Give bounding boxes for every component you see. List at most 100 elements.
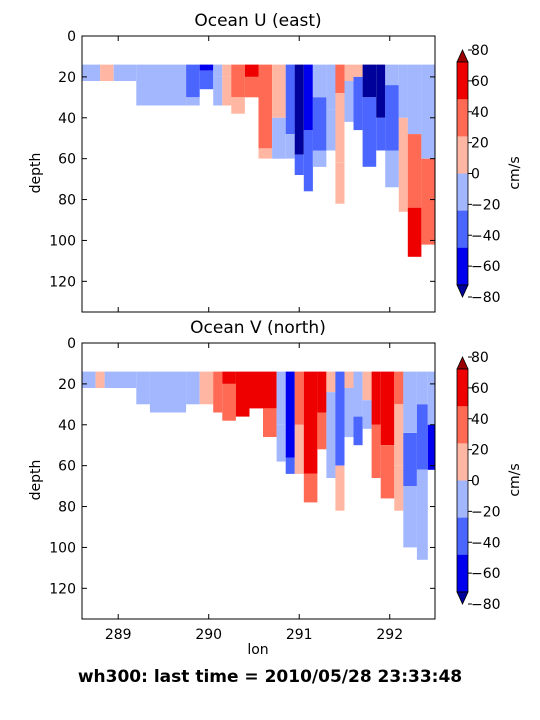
heatmap-cell bbox=[82, 64, 101, 81]
u-ylabel: depth bbox=[28, 153, 44, 194]
heatmap-cell bbox=[353, 76, 363, 131]
heatmap-cell bbox=[344, 81, 354, 122]
y-tick-label: 40 bbox=[58, 111, 76, 127]
plot-frame bbox=[81, 35, 436, 313]
heatmap-cell bbox=[416, 469, 428, 560]
v-plot-area: 0 20 40 60 80 100 120 289 290 291 292 bbox=[49, 336, 436, 643]
heatmap-cell bbox=[335, 465, 345, 511]
heatmap-cell bbox=[385, 150, 399, 188]
heatmap-cell bbox=[312, 64, 327, 98]
heatmap-cell bbox=[285, 64, 295, 135]
heatmap-cell bbox=[235, 371, 250, 417]
u-panel: Ocean U (east) 0 20 40 60 80 100 120 depth −80… bbox=[28, 11, 523, 313]
heatmap-cell bbox=[385, 85, 399, 151]
heatmap-cell bbox=[427, 424, 435, 470]
colorbar-extend-max bbox=[456, 356, 469, 370]
colorbar-segment bbox=[457, 62, 468, 100]
heatmap-cell bbox=[394, 371, 404, 405]
heatmap-cell bbox=[353, 64, 363, 77]
heatmap-cell bbox=[326, 109, 336, 151]
u-plot-area: 0 20 40 60 80 100 120 bbox=[49, 29, 436, 313]
heatmap-cell bbox=[294, 424, 304, 474]
heatmap-cell bbox=[149, 371, 187, 413]
v-xlabel: lon bbox=[247, 642, 268, 658]
colorbar-tick-label: 60 bbox=[471, 74, 489, 90]
heatmap-cell bbox=[335, 93, 345, 163]
colorbar-extend-max bbox=[456, 49, 469, 63]
heatmap-cell bbox=[222, 76, 232, 106]
heatmap-cell bbox=[249, 371, 263, 409]
colorbar-tick-label: 80 bbox=[471, 43, 489, 59]
heatmap-cell bbox=[263, 371, 277, 409]
heatmap-cell bbox=[335, 64, 345, 94]
colorbar-segment bbox=[457, 173, 468, 211]
heatmap-cell bbox=[231, 97, 245, 114]
y-tick-label: 80 bbox=[58, 193, 76, 209]
colorbar-tick-label: 80 bbox=[471, 350, 489, 366]
heatmap-cell bbox=[186, 64, 200, 98]
heatmap-cell bbox=[244, 76, 259, 98]
heatmap-cell bbox=[371, 371, 381, 425]
x-tick-label: 291 bbox=[286, 627, 313, 643]
heatmap-cell bbox=[421, 158, 435, 245]
heatmap-cell bbox=[398, 117, 408, 212]
colorbar-tick-label: −60 bbox=[471, 566, 501, 582]
heatmap-cell bbox=[244, 64, 259, 77]
colorbar-segment bbox=[457, 517, 468, 556]
heatmap-cell bbox=[380, 371, 395, 446]
heatmap-cell bbox=[136, 371, 150, 405]
heatmap-cell bbox=[285, 134, 295, 159]
colorbar-tick-label: 60 bbox=[471, 381, 489, 397]
heatmap-cell bbox=[294, 371, 304, 425]
heatmap-cell bbox=[371, 424, 381, 478]
v-colorbar: −80 −60 −40 −20 0 20 40 60 80 bbox=[456, 350, 501, 613]
heatmap-cell bbox=[326, 371, 336, 392]
heatmap-cell bbox=[222, 64, 232, 77]
heatmap-cell bbox=[272, 64, 286, 118]
colorbar-tick-label: 0 bbox=[471, 167, 480, 183]
colorbar-tick-label: −60 bbox=[471, 259, 501, 275]
heatmap-cell bbox=[344, 388, 354, 438]
colorbar-segment bbox=[457, 406, 468, 444]
heatmap-cell bbox=[421, 64, 435, 159]
heatmap-cell bbox=[335, 371, 345, 466]
heatmap-cell bbox=[82, 371, 96, 388]
heatmap-cell bbox=[213, 76, 223, 106]
heatmap-cell bbox=[416, 404, 428, 470]
colorbar-tick-label: 40 bbox=[471, 412, 489, 428]
heatmap-cell bbox=[385, 64, 399, 85]
y-tick-label: 120 bbox=[49, 581, 76, 597]
colorbar-segment bbox=[457, 99, 468, 137]
heatmap-cell bbox=[95, 371, 105, 388]
u-colorbar: −80 −60 −40 −20 0 20 40 60 80 bbox=[456, 43, 501, 306]
u-chart-title: Ocean U (east) bbox=[194, 11, 321, 31]
heatmap-cell bbox=[416, 371, 428, 405]
heatmap-cell bbox=[222, 371, 236, 384]
heatmap-cell bbox=[303, 130, 313, 192]
colorbar-segment bbox=[457, 480, 468, 518]
heatmap-cell bbox=[276, 424, 286, 462]
colorbar-segment bbox=[457, 554, 468, 593]
y-tick-label: 120 bbox=[49, 274, 76, 290]
colorbar-segment bbox=[457, 369, 468, 407]
heatmap-cell bbox=[398, 64, 408, 118]
colorbar-segment bbox=[457, 136, 468, 174]
heatmap-cell bbox=[186, 97, 200, 106]
v-chart-title: Ocean V (north) bbox=[190, 318, 326, 338]
x-tick-label: 289 bbox=[105, 627, 132, 643]
colorbar-segment bbox=[457, 247, 468, 286]
heatmap-cell bbox=[362, 64, 377, 98]
heatmap-cell bbox=[303, 473, 318, 503]
colorbar-tick-label: −20 bbox=[471, 197, 501, 213]
heatmap-cell bbox=[427, 371, 435, 425]
heatmap-cell bbox=[272, 117, 286, 159]
heatmap-cell bbox=[317, 412, 327, 450]
heatmap-cell bbox=[104, 371, 137, 388]
y-tick-label: 100 bbox=[49, 233, 76, 249]
heatmap-cell bbox=[376, 117, 386, 151]
heatmap-cell bbox=[403, 371, 417, 433]
y-tick-label: 40 bbox=[58, 418, 76, 434]
heatmap-cell bbox=[294, 64, 304, 155]
colorbar-tick-label: 20 bbox=[471, 136, 489, 152]
colorbar-tick-label: 20 bbox=[471, 443, 489, 459]
